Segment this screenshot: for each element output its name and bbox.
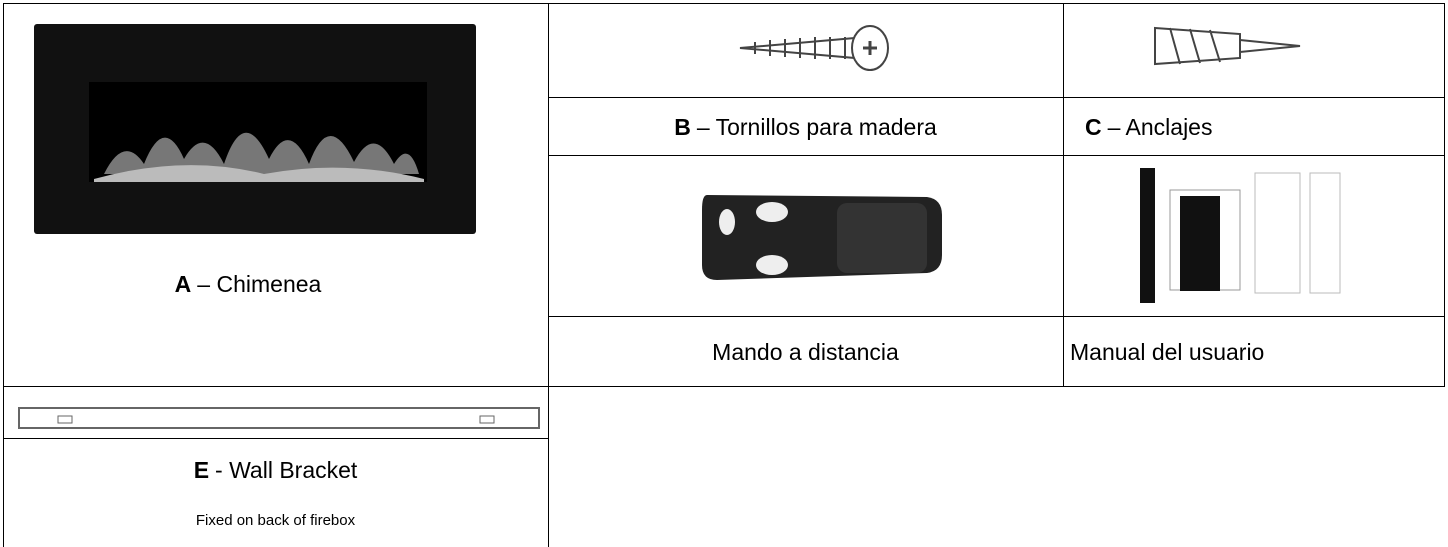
screw-image (739, 25, 889, 71)
rule (1063, 3, 1064, 386)
part-label: A – Chimenea (174, 271, 322, 297)
rule (548, 97, 1445, 98)
rule (3, 438, 548, 439)
fireplace-image (34, 24, 476, 234)
rule (3, 3, 1445, 4)
rule (3, 3, 4, 547)
rule (548, 155, 1445, 156)
rule (1444, 3, 1445, 386)
remote-image (702, 195, 942, 280)
part-label: Manual del usuario (1070, 339, 1265, 365)
rule (3, 386, 1445, 387)
rule (548, 3, 549, 547)
manual-image (1140, 168, 1341, 303)
part-label: E- Wall Bracket (193, 457, 358, 483)
anchor-image (1154, 26, 1301, 66)
part-note: Fixed on back of firebox (195, 512, 356, 529)
bracket-image (18, 407, 540, 429)
part-label: C – Anclajes (1085, 114, 1213, 140)
rule (548, 316, 1445, 317)
part-label: Mando a distancia (712, 339, 899, 365)
part-label: B – Tornillos para madera (674, 114, 937, 140)
